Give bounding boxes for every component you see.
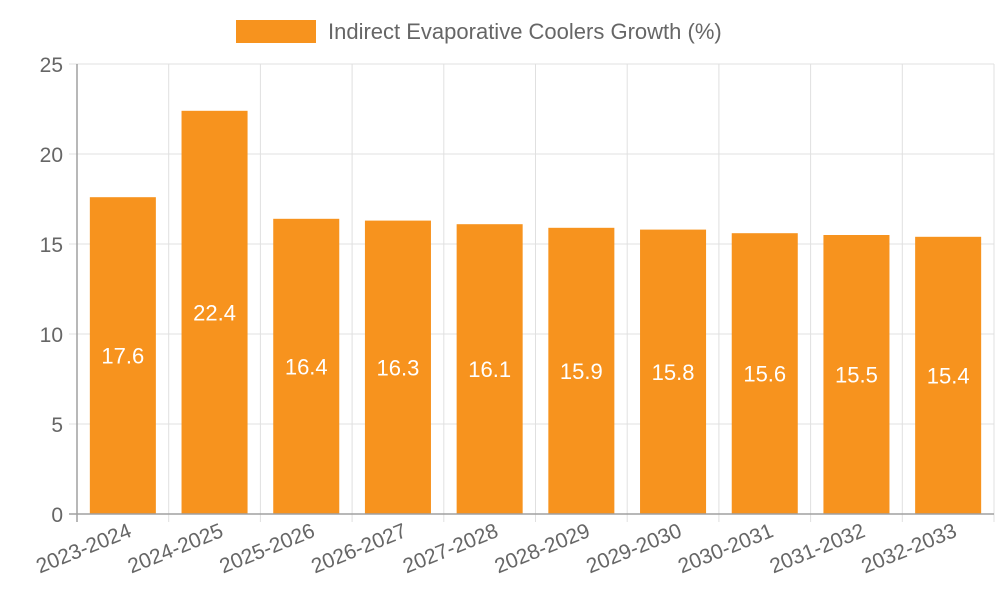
bar (364, 220, 431, 514)
y-tick-label: 10 (40, 324, 63, 347)
y-axis-ticks: 0 5 10 15 20 25 (40, 54, 63, 527)
x-tick-label: 2023-2024 (33, 519, 135, 578)
x-tick-label: 2029-2030 (583, 519, 685, 578)
bar (823, 235, 890, 514)
x-tick-label: 2027-2028 (400, 519, 502, 578)
y-tick-label: 0 (51, 504, 63, 527)
bar-value-label: 16.3 (377, 355, 420, 380)
bar (89, 197, 156, 514)
bar (273, 218, 340, 515)
bar-value-label: 22.4 (193, 300, 236, 325)
y-tick-label: 15 (40, 234, 63, 257)
x-tick-label: 2031-2032 (767, 519, 869, 578)
bar-value-label: 15.5 (835, 363, 878, 388)
y-tick-label: 25 (40, 54, 63, 77)
bar-value-label: 15.9 (560, 359, 603, 384)
y-tick-label: 5 (51, 414, 63, 437)
x-tick-label: 2028-2029 (491, 519, 593, 578)
bar (915, 236, 982, 515)
bar-value-label: 15.4 (927, 363, 970, 388)
legend-swatch (236, 20, 316, 43)
x-axis-ticks: 2023-20242024-20252025-20262026-20272027… (33, 519, 960, 578)
bars: 17.6 22.4 16.4 16.3 16.1 15.9 15.8 15.6 15.5 15.4 (89, 110, 982, 515)
bar-value-label: 15.6 (743, 362, 786, 387)
bar (456, 224, 523, 514)
legend[interactable]: Indirect Evaporative Coolers Growth (%) (236, 19, 722, 44)
bar-value-label: 17.6 (101, 344, 144, 369)
bar (731, 233, 798, 514)
x-tick-label: 2026-2027 (308, 519, 410, 578)
x-tick-label: 2025-2026 (216, 519, 318, 578)
bar-value-label: 16.1 (468, 357, 511, 382)
x-tick-label: 2032-2033 (858, 519, 960, 578)
bar (181, 110, 248, 515)
y-tick-label: 20 (40, 144, 63, 167)
legend-label: Indirect Evaporative Coolers Growth (%) (328, 19, 722, 44)
axes (69, 64, 994, 522)
x-tick-label: 2024-2025 (125, 519, 227, 578)
bar (640, 229, 707, 514)
bar-value-label: 15.8 (652, 360, 695, 385)
bar-value-label: 16.4 (285, 354, 328, 379)
x-tick-label: 2030-2031 (675, 519, 777, 578)
bar (548, 227, 615, 515)
